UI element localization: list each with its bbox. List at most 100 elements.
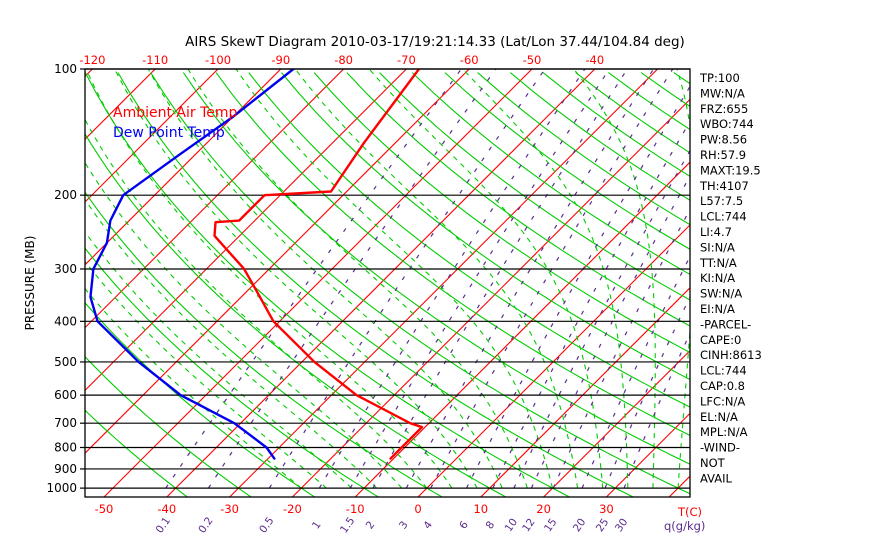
pressure-label-400: 400 — [54, 314, 77, 328]
index-line-21: LFC:N/A — [700, 394, 745, 408]
dry-adiabat-40 — [150, 72, 690, 495]
dry-adiabat-110 — [379, 72, 690, 301]
dry-adiabat-grid — [85, 72, 870, 497]
isotherm--120 — [85, 69, 93, 78]
mixing-ratio-label-3: 3 — [397, 519, 411, 531]
mixing-ratio-label-8: 8 — [484, 519, 498, 531]
isotherm--40 — [166, 69, 596, 497]
index-line-24: -WIND- — [700, 441, 740, 455]
isotherm--70 — [85, 69, 407, 392]
index-line-6: MAXT:19.5 — [700, 163, 761, 177]
dry-adiabat-130 — [444, 72, 690, 250]
dry-adiabat-20 — [85, 72, 570, 497]
index-line-18: CINH:8613 — [700, 348, 762, 362]
mixing-ratio-label-4: 4 — [421, 519, 435, 532]
mixing-ratio-0.5 — [268, 69, 546, 489]
moist-adiabat-12 — [147, 69, 503, 489]
mixing-ratio-label-2: 2 — [364, 519, 378, 531]
pressure-label-700: 700 — [54, 416, 77, 430]
page-title: AIRS SkewT Diagram 2010-03-17/19:21:14.3… — [185, 34, 685, 50]
index-line-2: FRZ:655 — [700, 102, 748, 116]
mixing-ratio-label-6: 6 — [457, 519, 471, 532]
moist-adiabat-40 — [676, 69, 690, 489]
top-temp-label--110: -110 — [142, 53, 168, 67]
mixing-ratio-label-20: 20 — [571, 516, 589, 534]
index-line-16: -PARCEL- — [700, 317, 751, 331]
dry-adiabat-50 — [182, 72, 690, 465]
mixing-ratio-label-25: 25 — [594, 516, 612, 534]
dry-adiabat-100 — [346, 72, 690, 327]
dry-adiabat-30 — [117, 72, 634, 497]
mixing-ratio-4 — [430, 69, 674, 489]
bottom-temp-label-10: 10 — [473, 502, 488, 516]
dry-adiabat-140 — [477, 72, 690, 226]
mixing-ratio-label-30: 30 — [613, 516, 631, 534]
index-line-25: NOT — [700, 456, 726, 470]
series-ambient-air-temp — [213, 69, 424, 460]
pressure-label-800: 800 — [54, 441, 77, 455]
index-line-23: MPL:N/A — [700, 425, 748, 439]
top-temp-label--50: -50 — [523, 53, 542, 67]
dry-adiabat-60 — [215, 72, 690, 436]
isotherm-0 — [417, 224, 690, 497]
isotherm--20 — [292, 98, 690, 497]
isotherm-60 — [795, 69, 870, 497]
mixing-ratio-label-0.2: 0.2 — [196, 515, 215, 536]
isotherm-10 — [480, 287, 690, 497]
isotherm--50 — [103, 69, 533, 497]
bottom-temp-label--30: -30 — [220, 502, 239, 516]
pressure-label-300: 300 — [54, 262, 77, 276]
index-line-11: SI:N/A — [700, 240, 735, 254]
mixing-ratio-label-0.5: 0.5 — [257, 515, 276, 536]
top-temp-label--40: -40 — [585, 53, 604, 67]
index-line-3: WBO:744 — [700, 117, 754, 131]
moist-adiabat-36 — [573, 69, 656, 489]
index-line-17: CAPE:0 — [700, 333, 741, 347]
mixing-ratio-label-0.1: 0.1 — [154, 515, 173, 536]
pressure-label-600: 600 — [54, 388, 77, 402]
top-temp-label--100: -100 — [205, 53, 231, 67]
moist-adiabat-24 — [294, 69, 579, 489]
mixing-ratio-label-1: 1 — [310, 519, 324, 531]
moist-adiabat-0 — [85, 118, 428, 489]
moist-adiabat--4 — [85, 161, 403, 489]
mixing-ratio-grid — [165, 69, 690, 489]
top-temp-label--60: -60 — [460, 53, 479, 67]
mixing-ratio-0.2 — [207, 69, 497, 489]
top-temp-label--90: -90 — [271, 53, 290, 67]
index-line-5: RH:57.9 — [700, 148, 746, 162]
moist-adiabat--12 — [85, 231, 352, 489]
isotherm--60 — [85, 69, 470, 454]
dry-adiabat-120 — [411, 72, 690, 276]
bottom-temp-label-20: 20 — [536, 502, 551, 516]
moist-adiabat-20 — [235, 69, 554, 489]
isotherm--30 — [229, 69, 658, 497]
index-line-8: L57:7.5 — [700, 194, 743, 208]
mixing-ratio-label-15: 15 — [542, 516, 560, 534]
dry-adiabat-80 — [281, 72, 690, 381]
pressure-label-900: 900 — [54, 462, 77, 476]
pressure-axis-labels: 100 200 300 400 500 600 700 800 900 1000 — [46, 62, 85, 495]
mixing-ratio-label-12: 12 — [520, 516, 538, 534]
pressure-label-100: 100 — [54, 62, 77, 76]
bottom-temp-label-0: 0 — [414, 502, 421, 516]
index-line-12: TT:N/A — [699, 256, 737, 270]
mixing-ratio-labels: 0.1 0.2 0.5 1 1.5 2 3 4 6 8 10 12 15 20 25 30 — [154, 515, 631, 536]
mixing-ratio-12 — [530, 174, 690, 489]
index-line-4: PW:8.56 — [700, 133, 747, 147]
pressure-axis-title: PRESSURE (MB) — [23, 236, 37, 331]
bottom-temperature-labels: -50 -40 -30 -20 -10 0 10 20 30 — [95, 502, 614, 516]
dry-adiabat-220 — [739, 73, 870, 497]
mixing-ratio-6 — [466, 85, 690, 489]
pressure-label-200: 200 — [54, 188, 77, 202]
index-line-0: TP:100 — [699, 71, 740, 85]
series-dew-point-temp — [89, 69, 295, 460]
isotherm--90 — [85, 69, 282, 266]
top-temp-label--80: -80 — [334, 53, 353, 67]
dry-adiabat--30 — [85, 355, 252, 497]
data-series-layer — [89, 69, 424, 460]
index-line-13: KI:N/A — [700, 271, 735, 285]
